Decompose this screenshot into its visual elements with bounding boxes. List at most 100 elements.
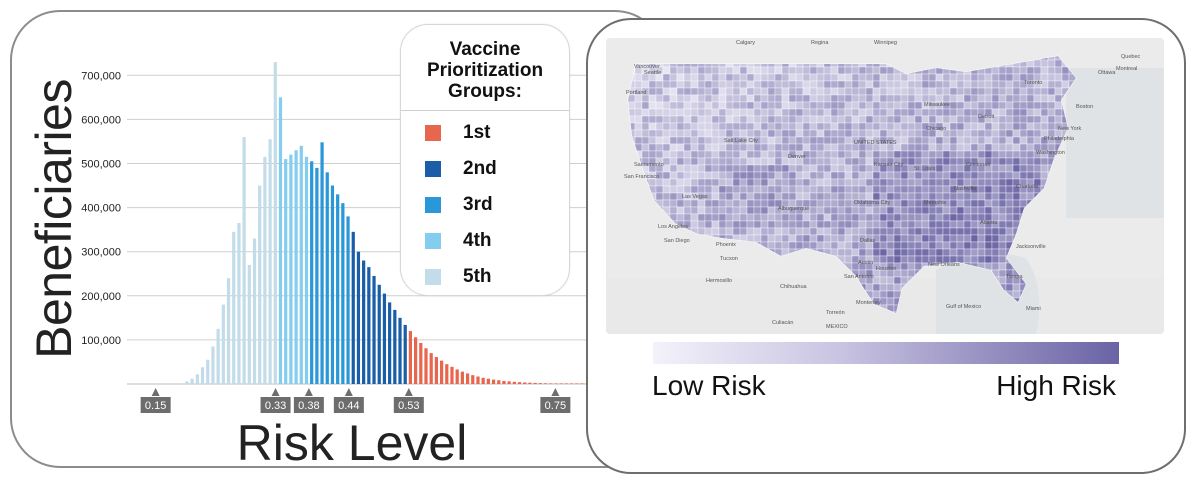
county-cell [823,150,832,159]
county-cell [676,101,685,110]
county-cell [711,136,720,145]
county-cell [998,192,1007,201]
county-cell [900,122,909,131]
county-cell [634,129,643,138]
county-cell [767,206,776,215]
county-cell [914,129,923,138]
county-cell [683,94,692,103]
x-tick-label: 0.15 [145,400,166,412]
county-cell [1047,66,1056,75]
county-cell [781,73,790,82]
county-cell [907,241,916,250]
county-cell [886,87,895,96]
county-cell [977,171,986,180]
county-cell [886,171,895,180]
county-cell [746,80,755,89]
county-cell [781,171,790,180]
county-cell [900,178,909,187]
county-cell [963,87,972,96]
county-cell [851,73,860,82]
county-cell [893,178,902,187]
county-cell [998,276,1007,285]
county-cell [858,122,867,131]
county-cell [851,101,860,110]
county-cell [816,80,825,89]
county-cell [963,115,972,124]
county-cell [879,283,888,292]
county-cell [774,136,783,145]
legend-item-5th: 5th [425,265,492,289]
county-cell [830,213,839,222]
county-cell [676,199,685,208]
county-cell [1012,122,1021,131]
map-place-label: Regina [811,40,829,46]
county-cell [746,206,755,215]
county-cell [1033,157,1042,166]
county-cell [732,129,741,138]
county-cell [1012,136,1021,145]
county-cell [732,171,741,180]
county-cell [872,122,881,131]
x-tick-marker [551,388,560,396]
map-place-label: Chihuahua [780,284,808,290]
scale-high-label: High Risk [996,370,1116,401]
county-cell [662,178,671,187]
county-cell [886,213,895,222]
county-cell [1054,87,1063,96]
county-cell [830,129,839,138]
county-cell [886,255,895,264]
map-place-label: Tucson [720,256,738,262]
county-cell [900,276,909,285]
county-cell [732,199,741,208]
histogram-bar [304,156,309,384]
county-cell [1033,94,1042,103]
county-cell [760,199,769,208]
county-cell [816,206,825,215]
county-cell [669,73,678,82]
county-cell [732,206,741,215]
county-cell [949,129,958,138]
county-cell [851,220,860,229]
county-cell [704,178,713,187]
county-cell [816,164,825,173]
county-cell [767,227,776,236]
county-cell [823,108,832,117]
county-cell [823,185,832,194]
county-cell [1026,129,1035,138]
county-cell [858,157,867,166]
county-cell [809,241,818,250]
county-cell [746,178,755,187]
county-cell [1005,94,1014,103]
county-cell [886,276,895,285]
county-cell [1026,143,1035,152]
county-cell [998,108,1007,117]
county-cell [865,80,874,89]
county-cell [697,213,706,222]
county-cell [942,220,951,229]
map-place-label: UNITED STATES [854,140,897,146]
county-cell [900,206,909,215]
county-cell [970,192,979,201]
county-cell [669,206,678,215]
county-cell [746,157,755,166]
county-cell [928,150,937,159]
county-cell [662,115,671,124]
map-place-label: Seattle [644,70,661,76]
county-cell [767,178,776,187]
county-cell [704,136,713,145]
county-cell [648,101,657,110]
county-cell [669,178,678,187]
county-cell [830,192,839,201]
county-cell [725,101,734,110]
us-county-risk-map[interactable]: Calgary Regina WinnipegVancouverSeattlePor… [606,38,1164,334]
histogram-bar [413,337,418,384]
county-cell [893,101,902,110]
county-cell [1040,157,1049,166]
county-cell [669,164,678,173]
county-cell [732,143,741,152]
county-cell [949,248,958,257]
county-cell [1012,73,1021,82]
county-cell [795,185,804,194]
county-cell [725,129,734,138]
county-cell [914,73,923,82]
